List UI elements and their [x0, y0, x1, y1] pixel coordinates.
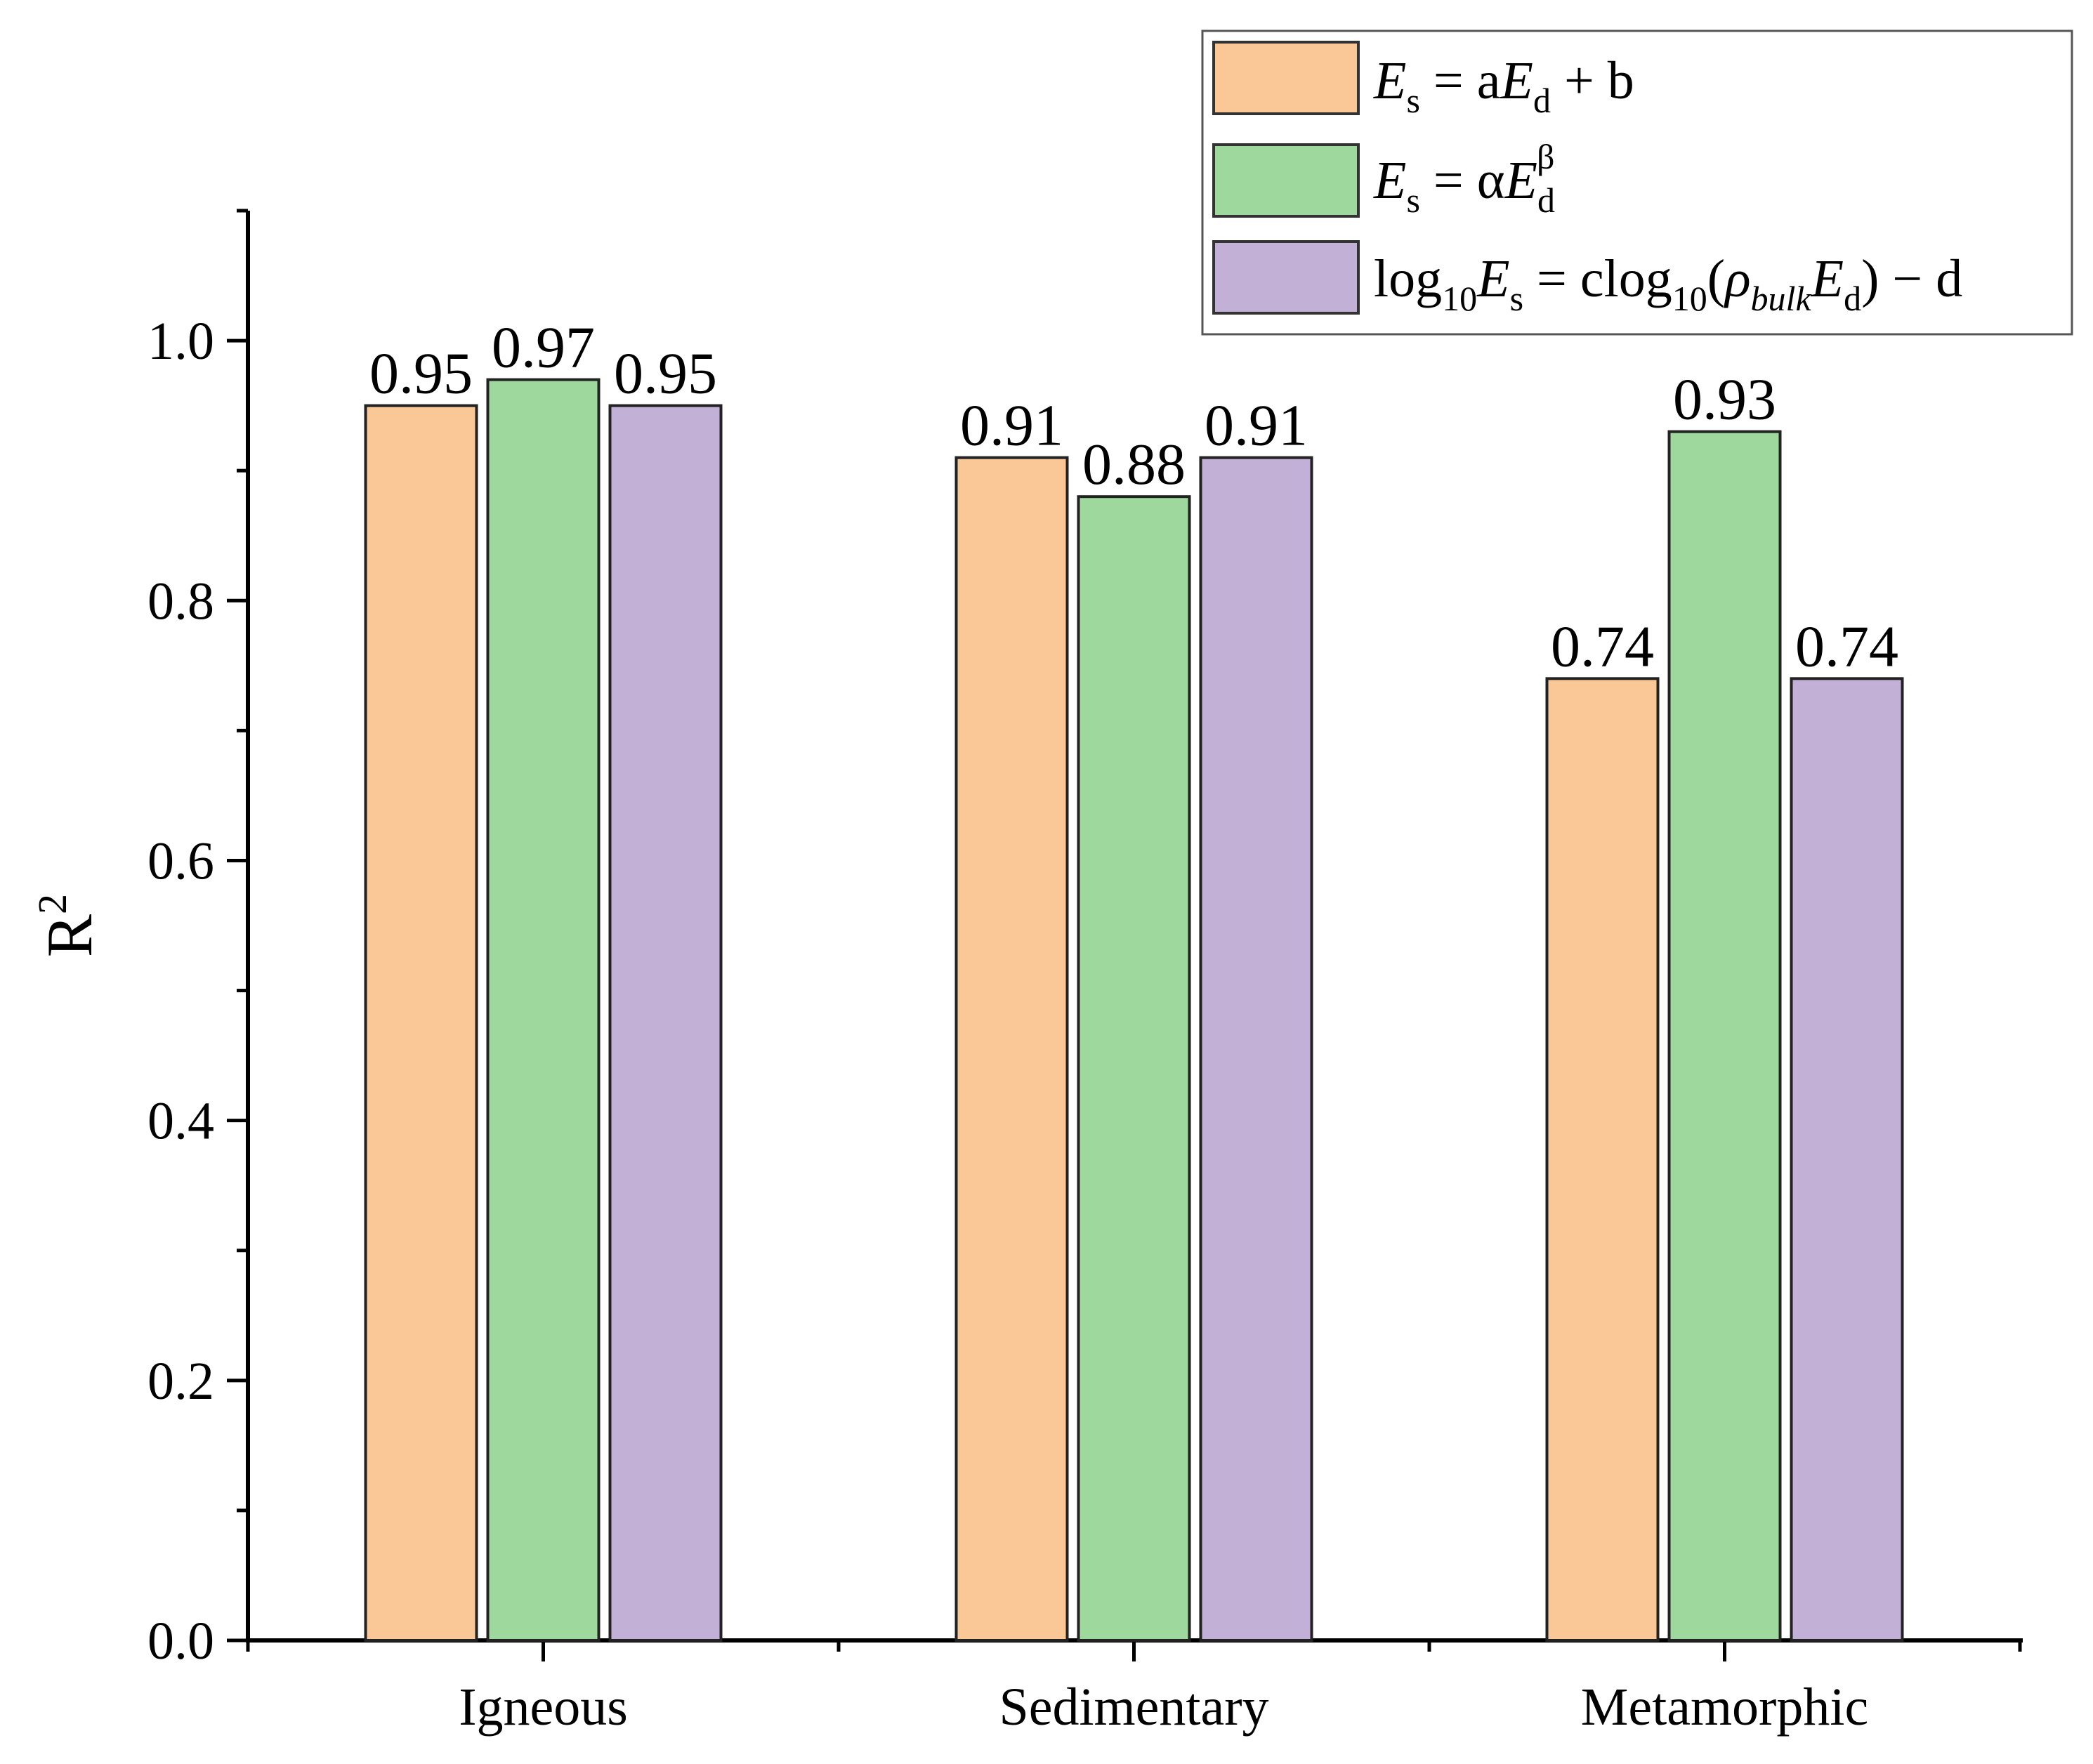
x-category-label-sedimentary: Sedimentary	[999, 1678, 1268, 1737]
x-axis-ticks	[246, 1640, 2022, 1661]
y-tick-label: 0.0	[147, 1612, 214, 1671]
value-label: 0.95	[614, 341, 717, 407]
bar-metamorphic-series-2	[1667, 430, 1782, 1642]
value-label: 0.93	[1673, 367, 1776, 433]
x-category-label-metamorphic: Metamorphic	[1581, 1678, 1868, 1737]
y-axis-ticks: 0.0 0.2 0.4 0.6 0.8 1.0	[147, 209, 248, 1671]
value-label: 0.74	[1551, 614, 1654, 679]
legend-label-power: Es = αEdβ	[1373, 137, 1555, 220]
bar-igneous-series-3	[608, 404, 723, 1642]
value-label: 0.95	[369, 341, 473, 407]
y-axis-label: R2	[29, 894, 105, 957]
bar-igneous-series-1	[364, 404, 478, 1642]
value-label: 0.97	[492, 315, 595, 381]
x-category-label-igneous: Igneous	[459, 1678, 628, 1737]
legend: Es = aEd + b Es = αEdβ log10Es = clog10(…	[1201, 29, 2073, 336]
legend-label-linear: Es = aEd + b	[1373, 51, 1634, 120]
value-labels: 0.95 0.97 0.95 0.91 0.88 0.91 0.74 0.93 0.74	[369, 315, 1898, 680]
y-tick-label: 0.2	[147, 1352, 214, 1411]
legend-swatch-linear	[1212, 41, 1360, 115]
legend-swatch-power	[1212, 143, 1360, 218]
bars	[364, 378, 1904, 1643]
value-label: 0.88	[1082, 432, 1186, 497]
bar-metamorphic-series-3	[1790, 677, 1904, 1642]
bar-sedimentary-series-2	[1077, 495, 1191, 1643]
y-tick-label: 0.6	[147, 831, 214, 890]
bar-metamorphic-series-1	[1545, 677, 1660, 1642]
legend-swatch-log	[1212, 240, 1360, 315]
bar-sedimentary-series-3	[1199, 456, 1313, 1642]
bar-sedimentary-series-1	[954, 456, 1069, 1642]
y-tick-label: 0.4	[147, 1092, 214, 1151]
y-tick-label: 0.8	[147, 572, 214, 631]
value-label: 0.74	[1795, 614, 1898, 679]
y-tick-label: 1.0	[147, 312, 214, 371]
value-label: 0.91	[960, 393, 1063, 459]
value-label: 0.91	[1205, 393, 1308, 459]
y-axis-label-text: R2	[29, 894, 105, 957]
bar-igneous-series-2	[486, 378, 601, 1642]
category-labels: Igneous Sedimentary Metamorphic	[459, 1678, 1868, 1737]
legend-label-log: log10Es = clog10(ρbulkEd) − d	[1374, 249, 1962, 318]
